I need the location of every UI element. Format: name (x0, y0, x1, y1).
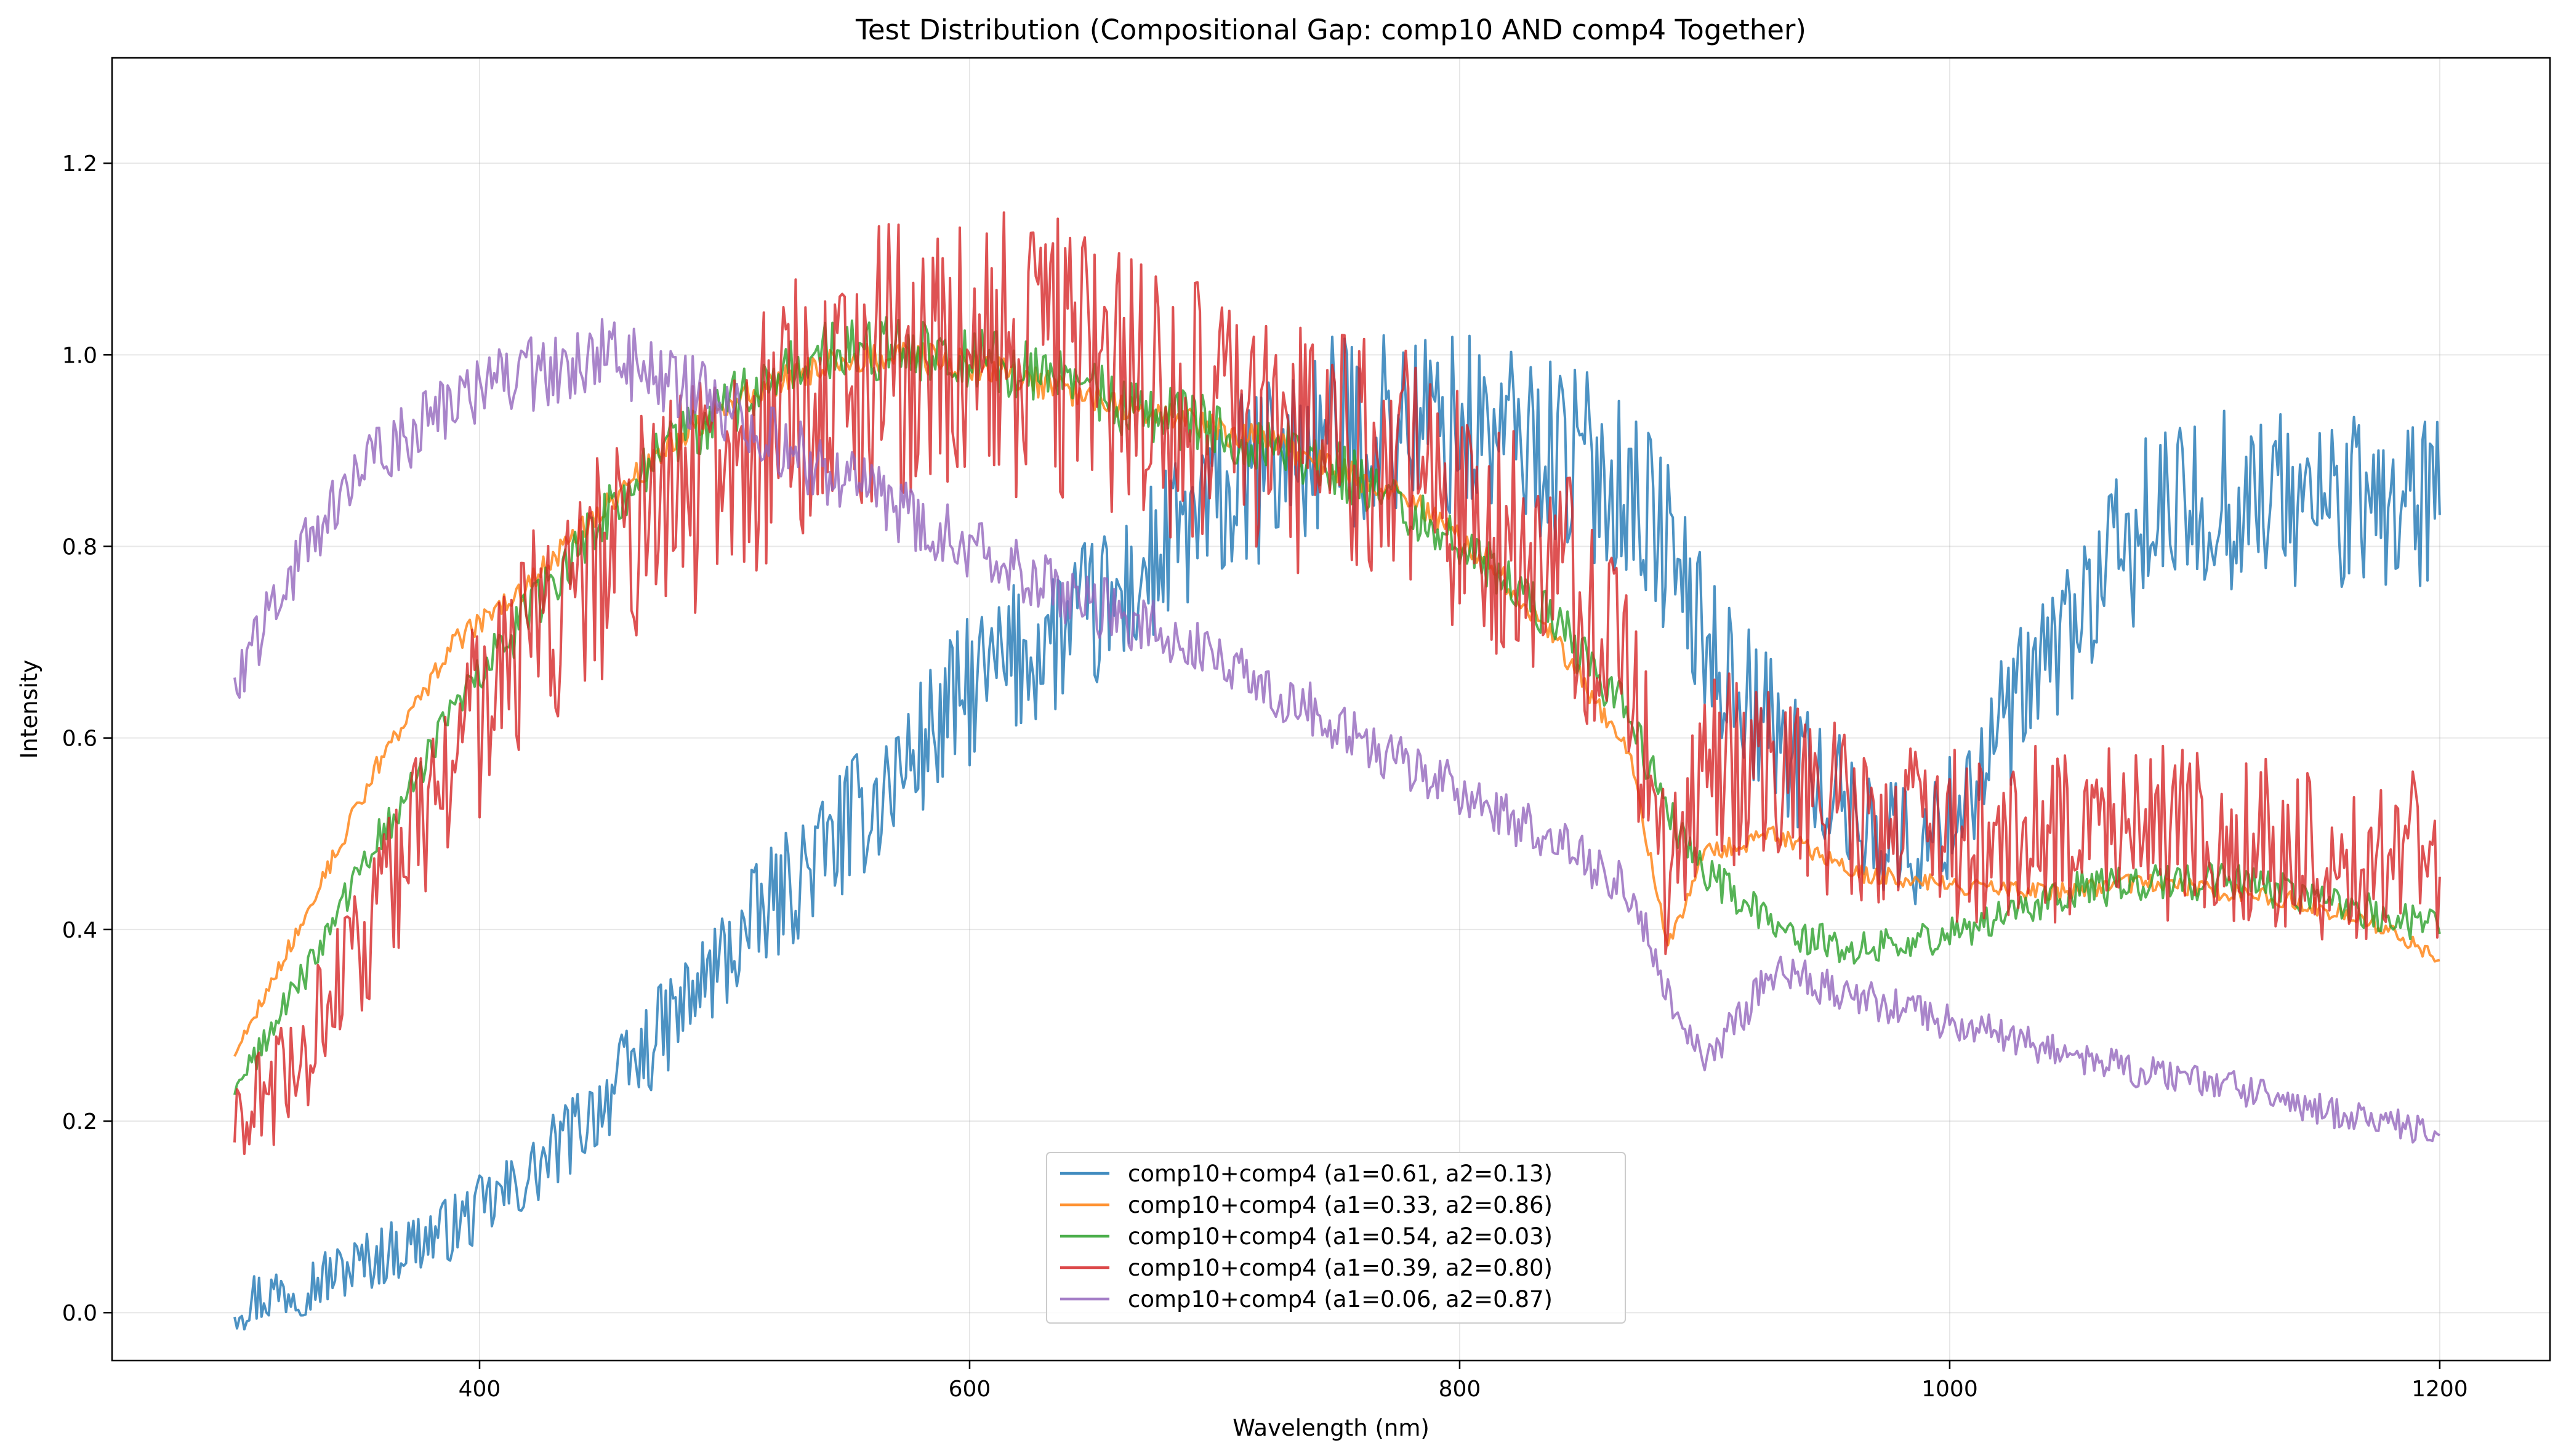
x-tick-label: 800 (1439, 1377, 1481, 1402)
axis-ticks: 400 600 800 1000 1200 0.0 0.2 0.4 0.6 0.8 1.0 1.2 (62, 151, 2468, 1402)
y-tick-label: 1.2 (62, 151, 97, 177)
x-tick-label: 1200 (2411, 1377, 2468, 1402)
x-axis-label: Wavelength (nm) (1233, 1415, 1430, 1441)
legend-label: comp10+comp4 (a1=0.06, a2=0.87) (1128, 1286, 1553, 1313)
y-axis-label: Intensity (16, 659, 42, 758)
series-line (233, 318, 2440, 1144)
chart-title: Test Distribution (Compositional Gap: co… (855, 14, 1806, 46)
x-tick-label: 400 (459, 1377, 501, 1402)
legend-label: comp10+comp4 (a1=0.39, a2=0.80) (1128, 1255, 1553, 1281)
legend-label: comp10+comp4 (a1=0.54, a2=0.03) (1128, 1223, 1553, 1250)
plot-frame (111, 57, 2551, 1362)
legend-label: comp10+comp4 (a1=0.61, a2=0.13) (1128, 1160, 1553, 1187)
y-tick-label: 0.6 (62, 726, 97, 752)
legend-label: comp10+comp4 (a1=0.33, a2=0.86) (1128, 1192, 1553, 1218)
legend-box (1046, 1152, 1626, 1324)
x-tick-label: 600 (949, 1377, 991, 1402)
y-tick-label: 0.4 (62, 918, 97, 943)
series-line (233, 211, 2441, 1156)
x-tick-label: 1000 (1921, 1377, 1978, 1402)
y-tick-label: 0.2 (62, 1109, 97, 1135)
y-tick-label: 1.0 (62, 343, 97, 368)
y-tick-label: 0.8 (62, 535, 97, 560)
legend: comp10+comp4 (a1=0.61, a2=0.13) comp10+co… (1046, 1152, 1626, 1324)
series-lines (233, 211, 2441, 1331)
y-tick-label: 0.0 (62, 1301, 97, 1326)
